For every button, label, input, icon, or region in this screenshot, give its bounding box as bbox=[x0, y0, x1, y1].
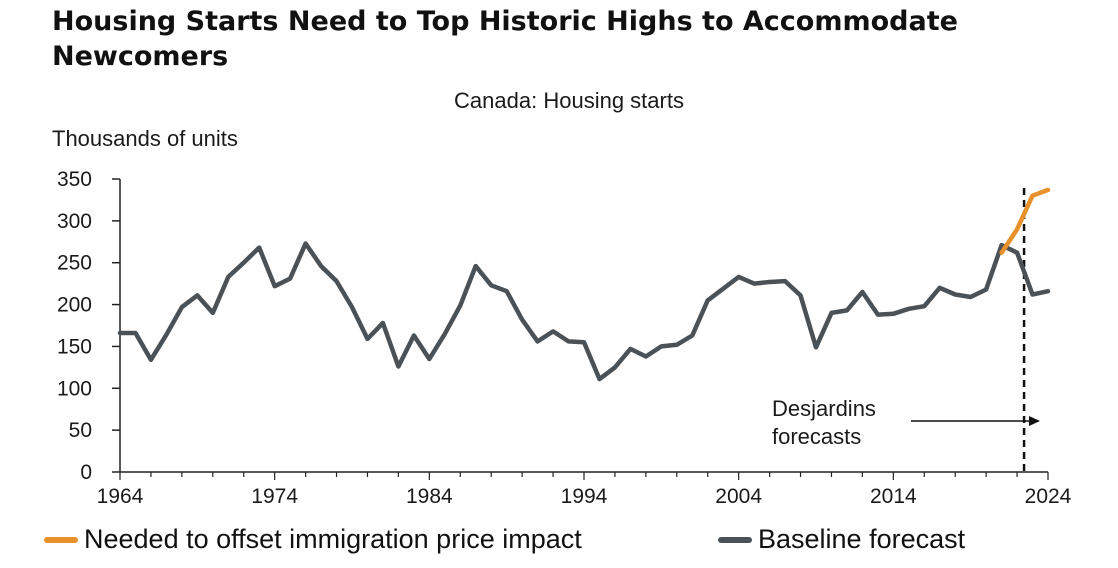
x-tick-label: 1984 bbox=[406, 485, 453, 508]
y-tick-label: 350 bbox=[57, 168, 92, 191]
x-tick-label: 2024 bbox=[1025, 485, 1072, 508]
legend-swatch-needed bbox=[44, 536, 78, 543]
y-tick-label: 100 bbox=[57, 377, 92, 400]
chart-subtitle: Canada: Housing starts bbox=[454, 88, 684, 113]
annotation-line-1: Desjardins bbox=[772, 396, 876, 421]
legend-label-needed: Needed to offset immigration price impac… bbox=[84, 524, 582, 554]
series-line-needed bbox=[999, 187, 1051, 255]
y-tick-label: 250 bbox=[57, 252, 92, 275]
x-tick-label: 1974 bbox=[251, 485, 298, 508]
y-tick-label: 200 bbox=[57, 294, 92, 317]
y-tick-label: 150 bbox=[57, 335, 92, 358]
legend-item-needed: Needed to offset immigration price impac… bbox=[44, 524, 582, 555]
y-tick-label: 300 bbox=[57, 210, 92, 233]
legend-item-baseline: Baseline forecast bbox=[718, 524, 965, 555]
annotation-line-2: forecasts bbox=[772, 424, 861, 449]
series-line-baseline bbox=[117, 241, 1051, 382]
legend-swatch-baseline bbox=[718, 536, 752, 543]
x-tick-label: 2014 bbox=[870, 485, 917, 508]
x-tick-label: 1964 bbox=[97, 485, 144, 508]
x-tick-label: 2004 bbox=[715, 485, 762, 508]
y-tick-label: 0 bbox=[80, 461, 92, 484]
x-tick-label: 1994 bbox=[561, 485, 608, 508]
chart-title: Housing Starts Need to Top Historic High… bbox=[52, 6, 958, 72]
legend-label-baseline: Baseline forecast bbox=[758, 524, 966, 554]
y-axis-label: Thousands of units bbox=[52, 126, 238, 151]
y-tick-label: 50 bbox=[69, 419, 92, 442]
annotation-arrow-head bbox=[1029, 416, 1040, 426]
